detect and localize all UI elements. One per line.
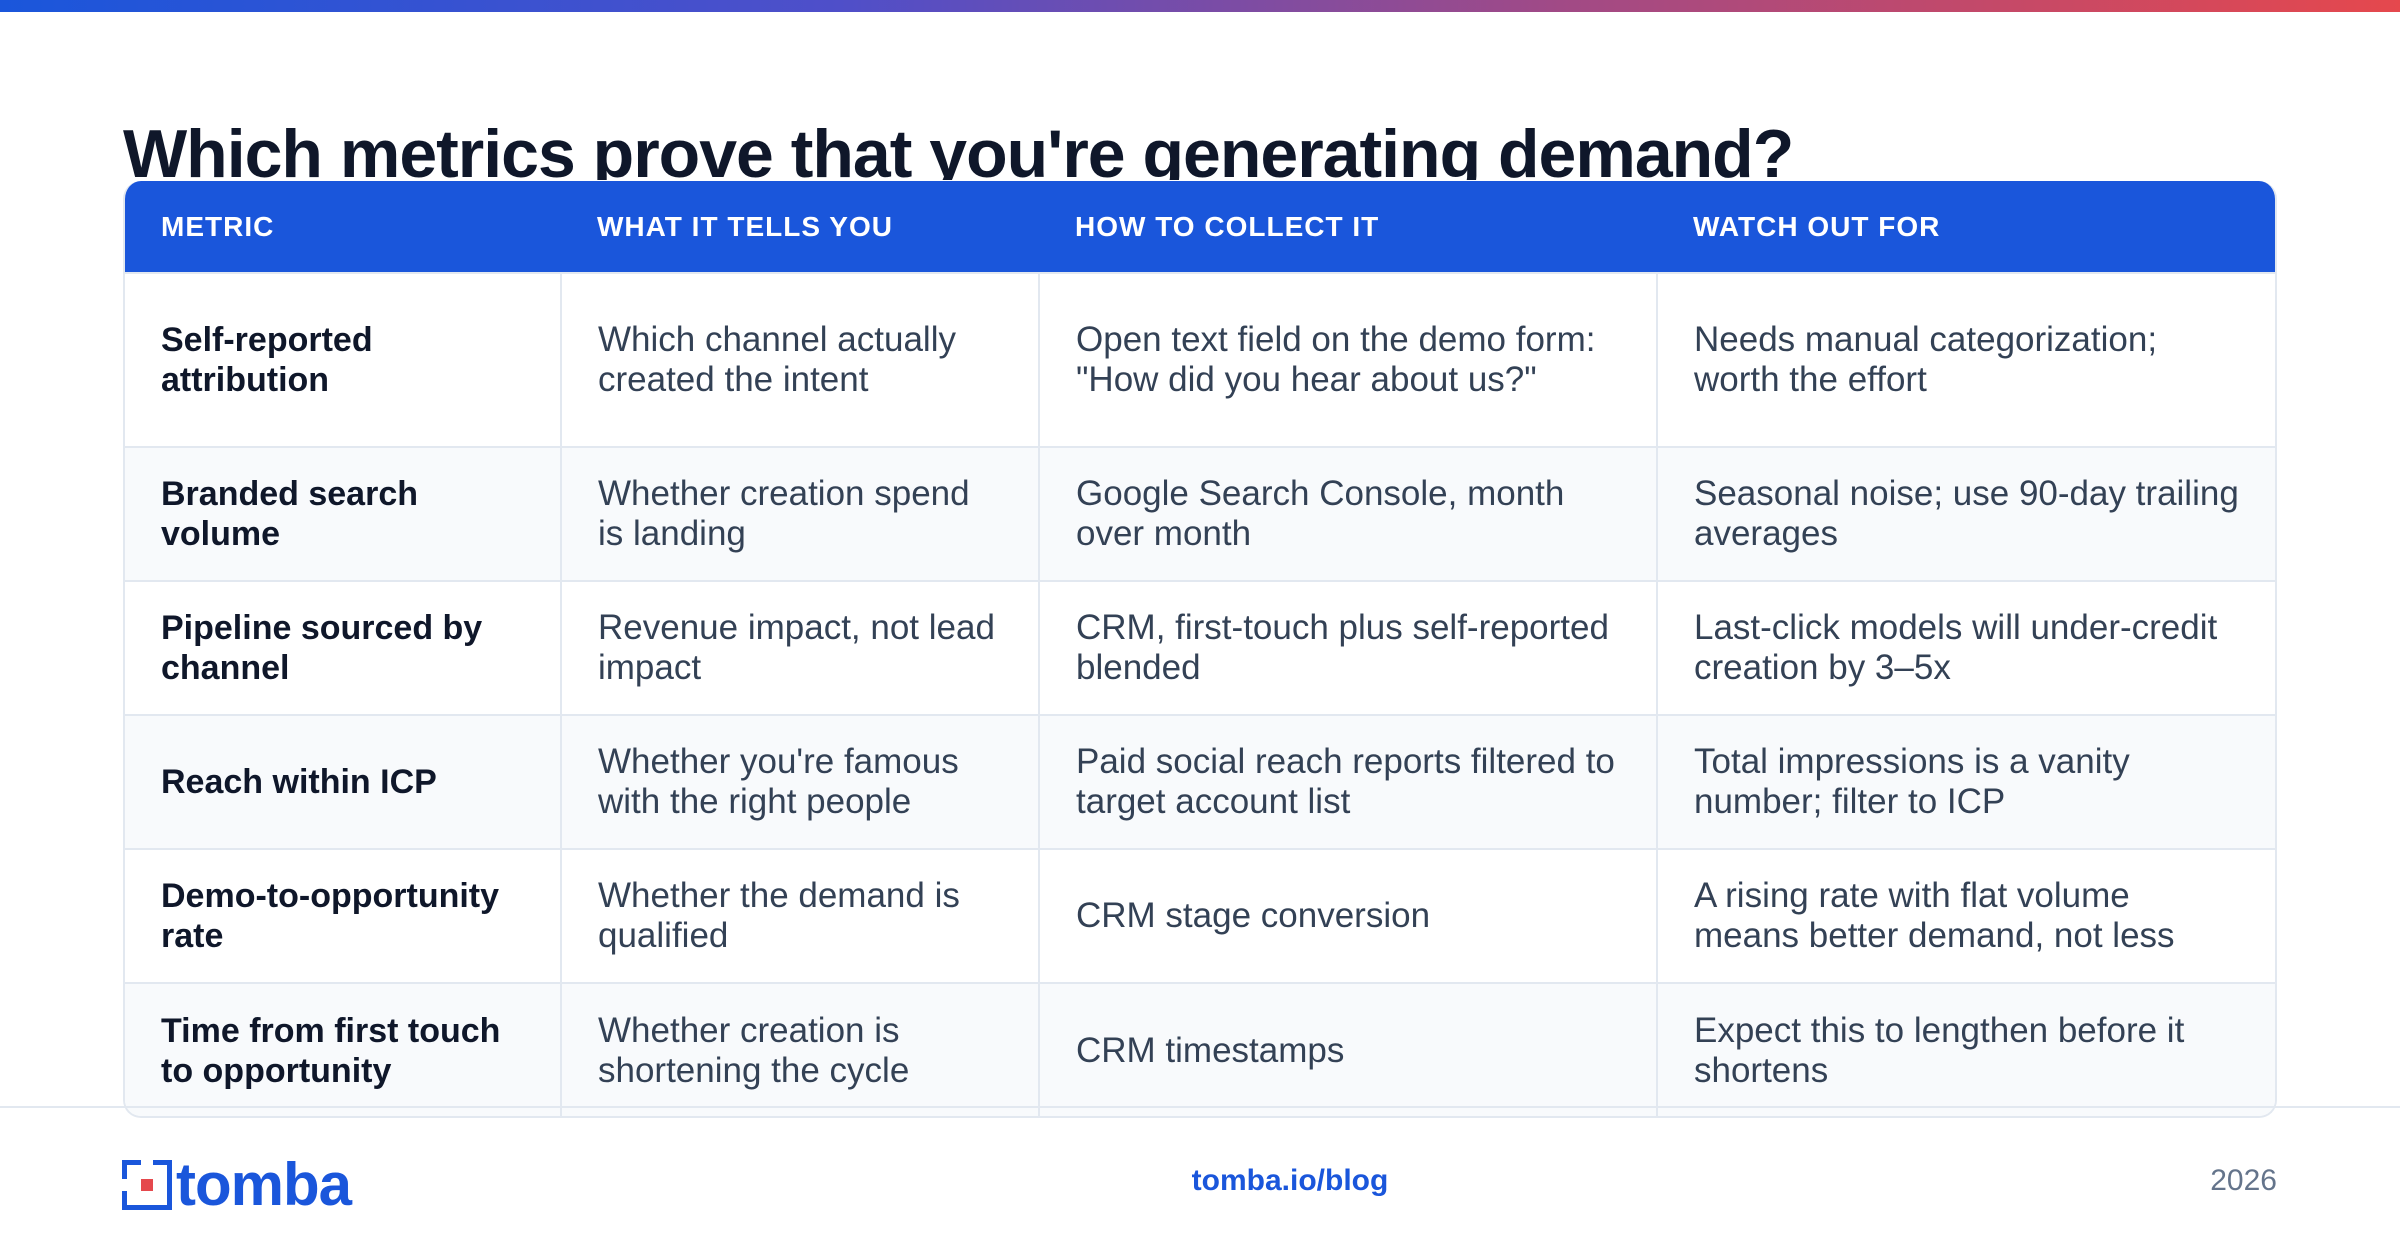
logo-wordmark: tomba	[176, 1151, 352, 1218]
top-gradient-bar	[0, 0, 2400, 12]
tells-cell: Which channel actually created the inten…	[561, 272, 1040, 447]
metric-cell: Branded search volume	[125, 446, 562, 581]
table-row: Demo-to-opportunity rate Whether the dem…	[125, 848, 2275, 983]
tells-cell: Whether the demand is qualified	[561, 848, 1040, 983]
metric-cell: Pipeline sourced by channel	[125, 580, 562, 715]
metric-cell: Self-reported attribution	[125, 272, 562, 447]
header-metric: METRIC	[125, 181, 561, 273]
tomba-logo-icon	[122, 1160, 172, 1210]
collect-cell: CRM timestamps	[1039, 982, 1658, 1116]
table-row: Reach within ICP Whether you're famous w…	[125, 714, 2275, 849]
collect-cell: Open text field on the demo form: "How d…	[1039, 272, 1658, 447]
metrics-table: METRIC WHAT IT TELLS YOU HOW TO COLLECT …	[125, 181, 2275, 1116]
collect-cell: CRM stage conversion	[1039, 848, 1658, 983]
tells-cell: Whether you're famous with the right peo…	[561, 714, 1040, 849]
watch-cell: A rising rate with flat volume means bet…	[1657, 848, 2275, 983]
collect-cell: Google Search Console, month over month	[1039, 446, 1658, 581]
watch-cell: Total impressions is a vanity number; fi…	[1657, 714, 2275, 849]
watch-cell: Needs manual categorization; worth the e…	[1657, 272, 2275, 447]
footer-year: 2026	[2210, 1164, 2277, 1197]
watch-cell: Expect this to lengthen before it shorte…	[1657, 982, 2275, 1116]
blog-link[interactable]: tomba.io/blog	[1191, 1164, 1389, 1197]
table-header-row: METRIC WHAT IT TELLS YOU HOW TO COLLECT …	[125, 181, 2275, 273]
collect-cell: Paid social reach reports filtered to ta…	[1039, 714, 1658, 849]
page-title: Which metrics prove that you're generati…	[123, 116, 1794, 180]
header-watch-out-for: WATCH OUT FOR	[1657, 181, 2275, 273]
header-how-to-collect-it: HOW TO COLLECT IT	[1039, 181, 1657, 273]
metrics-table-container: METRIC WHAT IT TELLS YOU HOW TO COLLECT …	[123, 181, 2277, 1118]
table-row: Time from first touch to opportunity Whe…	[125, 982, 2275, 1116]
tomba-logo[interactable]: tomba	[122, 1151, 352, 1218]
metric-cell: Reach within ICP	[125, 714, 562, 849]
tells-cell: Whether creation spend is landing	[561, 446, 1040, 581]
watch-cell: Seasonal noise; use 90-day trailing aver…	[1657, 446, 2275, 581]
table-row: Pipeline sourced by channel Revenue impa…	[125, 580, 2275, 715]
footer-divider	[0, 1106, 2400, 1108]
header-what-it-tells-you: WHAT IT TELLS YOU	[561, 181, 1039, 273]
tells-cell: Whether creation is shortening the cycle	[561, 982, 1040, 1116]
tells-cell: Revenue impact, not lead impact	[561, 580, 1040, 715]
table-row: Branded search volume Whether creation s…	[125, 446, 2275, 581]
metric-cell: Demo-to-opportunity rate	[125, 848, 562, 983]
table-row: Self-reported attribution Which channel …	[125, 272, 2275, 447]
collect-cell: CRM, first-touch plus self-reported blen…	[1039, 580, 1658, 715]
watch-cell: Last-click models will under-credit crea…	[1657, 580, 2275, 715]
metric-cell: Time from first touch to opportunity	[125, 982, 562, 1116]
